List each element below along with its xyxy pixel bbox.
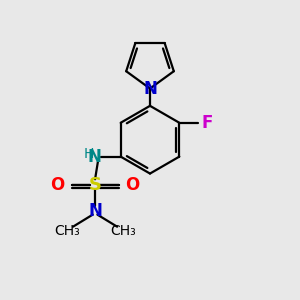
Text: O: O (50, 176, 65, 194)
Text: N: N (87, 148, 101, 166)
Text: F: F (201, 114, 213, 132)
Text: O: O (125, 176, 140, 194)
Text: H: H (84, 147, 94, 161)
Text: CH₃: CH₃ (54, 224, 80, 238)
Text: S: S (88, 176, 102, 194)
Text: CH₃: CH₃ (110, 224, 136, 238)
Text: N: N (143, 80, 157, 98)
Text: N: N (88, 202, 102, 220)
